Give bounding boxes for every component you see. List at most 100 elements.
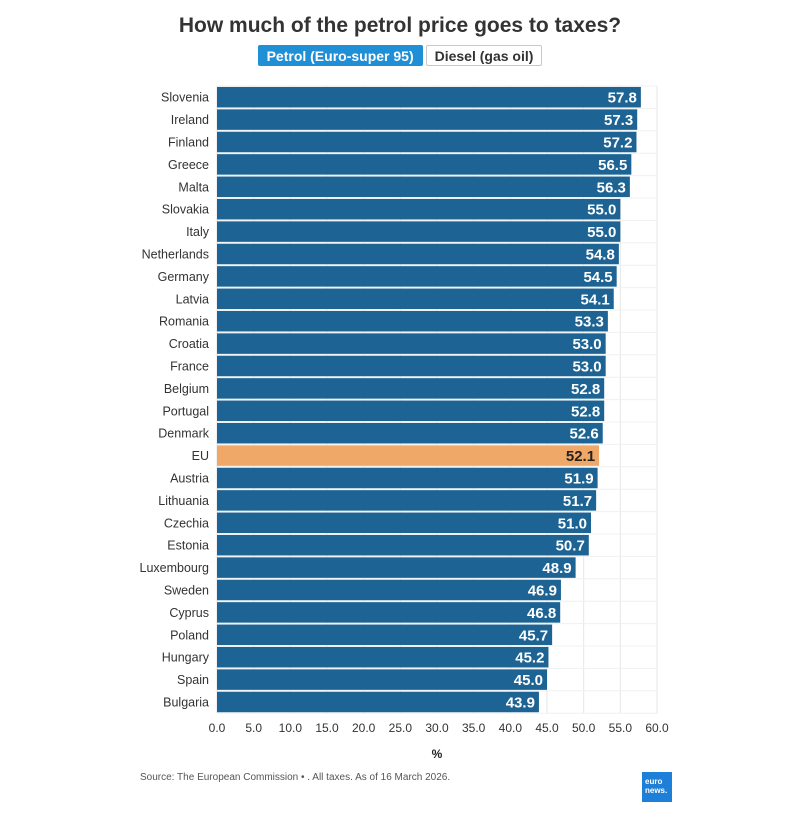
bar xyxy=(217,333,606,354)
category-label: Austria xyxy=(170,472,209,486)
bar-value-label: 54.1 xyxy=(581,291,610,308)
category-label: Bulgaria xyxy=(163,696,209,710)
bar xyxy=(217,355,606,377)
bar xyxy=(217,467,598,489)
euronews-logo[interactable]: euro news. xyxy=(642,772,672,802)
category-label: Cyprus xyxy=(169,606,209,620)
bar-value-label: 53.0 xyxy=(572,336,601,353)
bar xyxy=(217,243,619,265)
bar xyxy=(217,445,600,466)
petrol-toggle-button[interactable]: Petrol (Euro-super 95) xyxy=(257,45,423,66)
category-label: Ireland xyxy=(171,113,209,127)
x-tick-label: 20.0 xyxy=(352,721,376,735)
category-label: Hungary xyxy=(162,651,210,665)
bar xyxy=(217,534,589,556)
bar-value-label: 43.9 xyxy=(506,695,535,712)
bar-value-label: 53.3 xyxy=(575,314,604,331)
x-tick-label: 30.0 xyxy=(425,721,449,735)
category-label: Sweden xyxy=(164,584,209,598)
bar xyxy=(217,131,637,153)
bar xyxy=(217,86,641,108)
x-tick-label: 40.0 xyxy=(499,721,523,735)
bar-chart: 57.8 Slovenia 57.3 Ireland 57.2 Finland 56.5 Gr… xyxy=(140,85,669,761)
category-label: EU xyxy=(192,449,209,463)
bar-value-label: 45.2 xyxy=(515,650,544,667)
bar xyxy=(217,490,597,511)
bar-value-label: 51.7 xyxy=(563,493,592,510)
category-label: Spain xyxy=(177,673,209,687)
bar xyxy=(217,221,621,242)
x-tick-label: 35.0 xyxy=(462,721,486,735)
category-label: Greece xyxy=(168,158,209,172)
bar-value-label: 52.8 xyxy=(571,381,600,398)
bar xyxy=(217,176,630,198)
diesel-toggle-button[interactable]: Diesel (gas oil) xyxy=(425,45,543,66)
category-label: Romania xyxy=(159,315,209,329)
logo-text-bottom: news. xyxy=(645,786,668,795)
category-label: France xyxy=(170,360,209,374)
bar-value-label: 55.0 xyxy=(587,224,616,241)
bar-value-label: 46.9 xyxy=(528,583,557,600)
category-label: Slovakia xyxy=(162,203,209,217)
bar xyxy=(217,266,617,287)
bar-value-label: 52.8 xyxy=(571,403,600,420)
bar-value-label: 45.0 xyxy=(514,672,543,689)
bar xyxy=(217,624,553,646)
category-label: Portugal xyxy=(162,404,209,418)
category-label: Netherlands xyxy=(142,248,209,262)
category-label: Luxembourg xyxy=(140,561,210,575)
category-label: Italy xyxy=(186,225,210,239)
bar xyxy=(217,400,605,422)
bar xyxy=(217,154,632,175)
bar-value-label: 54.8 xyxy=(586,247,615,264)
x-tick-label: 60.0 xyxy=(645,721,669,735)
bar xyxy=(217,109,638,130)
logo-text-top: euro xyxy=(645,777,663,786)
bar xyxy=(217,646,549,668)
bar xyxy=(217,378,605,399)
category-label: Slovenia xyxy=(161,91,209,105)
fuel-toggle: Petrol (Euro-super 95) Diesel (gas oil) xyxy=(0,45,800,66)
bar xyxy=(217,669,547,690)
bar xyxy=(217,512,591,534)
x-axis-label: % xyxy=(432,747,443,761)
bar-value-label: 52.1 xyxy=(566,448,595,465)
category-label: Malta xyxy=(178,180,209,194)
x-tick-label: 55.0 xyxy=(609,721,633,735)
bar-value-label: 53.0 xyxy=(572,359,601,376)
category-label: Czechia xyxy=(164,516,209,530)
category-label: Lithuania xyxy=(158,494,209,508)
bar xyxy=(217,288,614,310)
bar-value-label: 57.8 xyxy=(608,90,637,107)
category-label: Germany xyxy=(158,270,210,284)
category-label: Latvia xyxy=(176,292,209,306)
x-tick-label: 0.0 xyxy=(209,721,226,735)
bar xyxy=(217,310,608,332)
chart-title: How much of the petrol price goes to tax… xyxy=(178,14,622,37)
category-label: Finland xyxy=(168,136,209,150)
source-note: Source: The European Commission • . All … xyxy=(140,772,451,783)
bar-value-label: 48.9 xyxy=(542,560,571,577)
bar xyxy=(217,579,561,601)
bar xyxy=(217,422,603,444)
x-tick-label: 10.0 xyxy=(279,721,303,735)
x-tick-label: 50.0 xyxy=(572,721,596,735)
category-label: Denmark xyxy=(158,427,209,441)
bar-value-label: 57.2 xyxy=(603,135,632,152)
bar-value-label: 52.6 xyxy=(570,426,599,443)
category-label: Poland xyxy=(170,628,209,642)
bar-value-label: 56.5 xyxy=(598,157,627,174)
bar-value-label: 51.9 xyxy=(564,471,593,488)
x-tick-label: 5.0 xyxy=(245,721,262,735)
x-tick-label: 15.0 xyxy=(315,721,339,735)
bar-value-label: 55.0 xyxy=(587,202,616,219)
x-tick-label: 25.0 xyxy=(389,721,413,735)
bar-value-label: 56.3 xyxy=(597,179,626,196)
bar xyxy=(217,602,561,623)
category-label: Belgium xyxy=(164,382,209,396)
bar-value-label: 54.5 xyxy=(583,269,612,286)
bar-value-label: 45.7 xyxy=(519,627,548,644)
x-tick-label: 45.0 xyxy=(535,721,559,735)
bar-value-label: 51.0 xyxy=(558,515,587,532)
bar-value-label: 46.8 xyxy=(527,605,556,622)
